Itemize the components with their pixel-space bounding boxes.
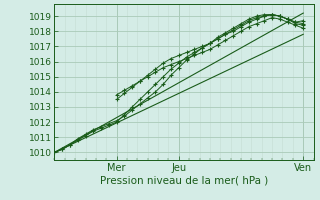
X-axis label: Pression niveau de la mer( hPa ): Pression niveau de la mer( hPa ): [100, 176, 268, 186]
